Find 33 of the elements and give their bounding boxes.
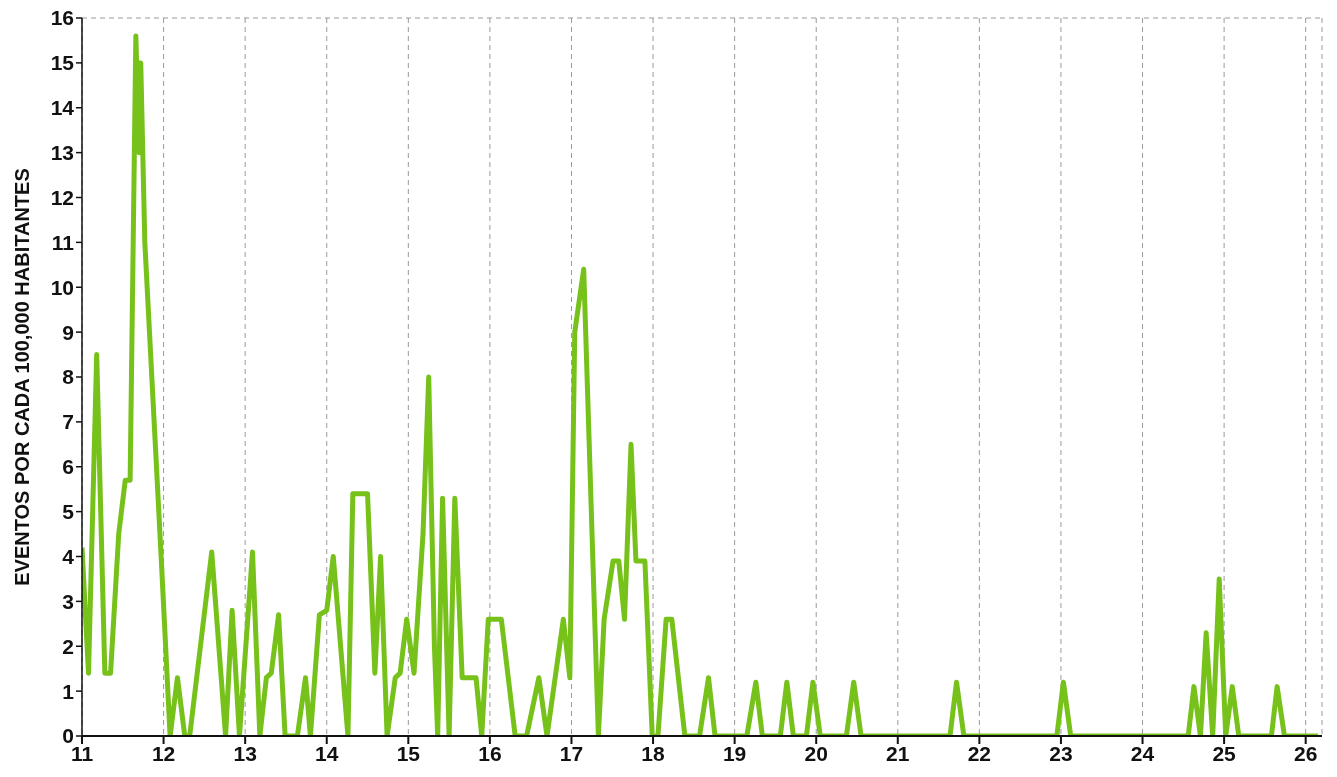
x-tick-label: 18 <box>641 741 666 765</box>
x-tick-label: 16 <box>478 741 502 765</box>
x-tick-label: 12 <box>151 741 176 765</box>
y-tick-label: 13 <box>50 141 74 165</box>
x-tick-label: 26 <box>1294 741 1318 765</box>
y-tick-label: 9 <box>62 320 74 344</box>
x-tick-label: 20 <box>804 741 828 765</box>
x-tick-label: 15 <box>396 741 421 765</box>
x-tick-label: 21 <box>886 741 910 765</box>
y-tick-label: 0 <box>62 724 74 748</box>
y-tick-label: 11 <box>51 230 75 254</box>
y-axis-title: EVENTOS POR CADA 100,000 HABITANTES <box>11 168 34 586</box>
y-tick-label: 15 <box>50 51 75 75</box>
y-tick-label: 3 <box>62 589 74 613</box>
y-tick-label: 4 <box>62 544 75 568</box>
y-tick-label: 1 <box>62 679 75 703</box>
x-tick-label: 19 <box>722 741 747 765</box>
x-tick-label: 25 <box>1212 741 1237 765</box>
y-tick-label: 5 <box>62 500 75 524</box>
x-tick-label: 23 <box>1049 741 1073 765</box>
y-tick-label: 7 <box>62 410 74 434</box>
y-tick-label: 16 <box>50 6 74 30</box>
y-tick-label: 12 <box>50 185 74 209</box>
y-tick-label: 14 <box>50 96 75 120</box>
x-tick-label: 14 <box>315 741 339 765</box>
y-tick-label: 8 <box>62 365 75 389</box>
x-tick-label: 24 <box>1130 741 1155 765</box>
y-tick-label: 6 <box>62 455 74 479</box>
x-tick-label: 17 <box>559 741 584 765</box>
x-tick-label: 13 <box>233 741 257 765</box>
x-tick-label: 22 <box>967 741 992 765</box>
y-tick-label: 2 <box>62 634 74 658</box>
y-tick-label: 10 <box>50 275 74 299</box>
